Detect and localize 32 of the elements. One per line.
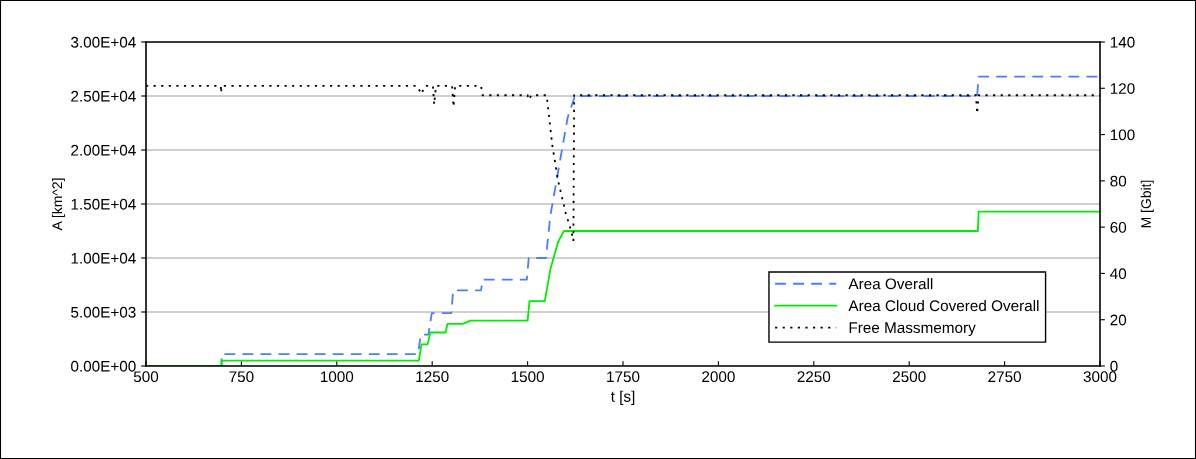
x-tick-label: 1500 bbox=[511, 371, 544, 383]
y2-tick-label: 60 bbox=[1110, 222, 1127, 233]
y-tick-label: 1.50E+04 bbox=[71, 198, 136, 210]
y2-tick-label: 100 bbox=[1110, 129, 1135, 141]
y2-tick-label: 20 bbox=[1110, 314, 1127, 326]
legend-label: Area Overall bbox=[848, 278, 933, 290]
x-tick-label: 1750 bbox=[607, 371, 640, 383]
x-tick-label: 2500 bbox=[892, 371, 926, 383]
x-tick-label: 2750 bbox=[988, 371, 1021, 383]
x-tick-label: 500 bbox=[133, 371, 159, 383]
y-tick-label: 5.00E+03 bbox=[71, 306, 136, 318]
y2-tick-label: 140 bbox=[1110, 36, 1135, 48]
y-tick-label: 3.00E+04 bbox=[71, 36, 136, 48]
y2-tick-label: 80 bbox=[1110, 175, 1127, 187]
legend-label: Area Cloud Covered Overall bbox=[848, 299, 1039, 312]
y2-tick-label: 0 bbox=[1110, 360, 1118, 372]
x-tick-label: 2250 bbox=[797, 371, 831, 383]
legend-label: Free Massmemory bbox=[849, 322, 976, 337]
x-tick-label: 3000 bbox=[1083, 371, 1117, 383]
y-tick-label: 0.00E+00 bbox=[71, 360, 136, 372]
x-tick-label: 1250 bbox=[416, 371, 449, 383]
x-tick-label: 2000 bbox=[702, 371, 735, 383]
y-tick-label: 2.00E+04 bbox=[71, 144, 136, 156]
y-tick-label: 2.50E+04 bbox=[71, 90, 136, 102]
x-tick-label: 1000 bbox=[320, 371, 354, 383]
y2-tick-label: 120 bbox=[1110, 83, 1135, 94]
y-tick-label: 1.00E+04 bbox=[71, 252, 136, 264]
y2-tick-label: 40 bbox=[1110, 268, 1127, 280]
x-tick-label: 750 bbox=[229, 371, 254, 383]
y-axis-title: A [km^2] bbox=[51, 178, 65, 231]
x-axis-title: t [s] bbox=[610, 390, 635, 405]
y2-axis-title: M [Gbit] bbox=[1140, 180, 1154, 228]
